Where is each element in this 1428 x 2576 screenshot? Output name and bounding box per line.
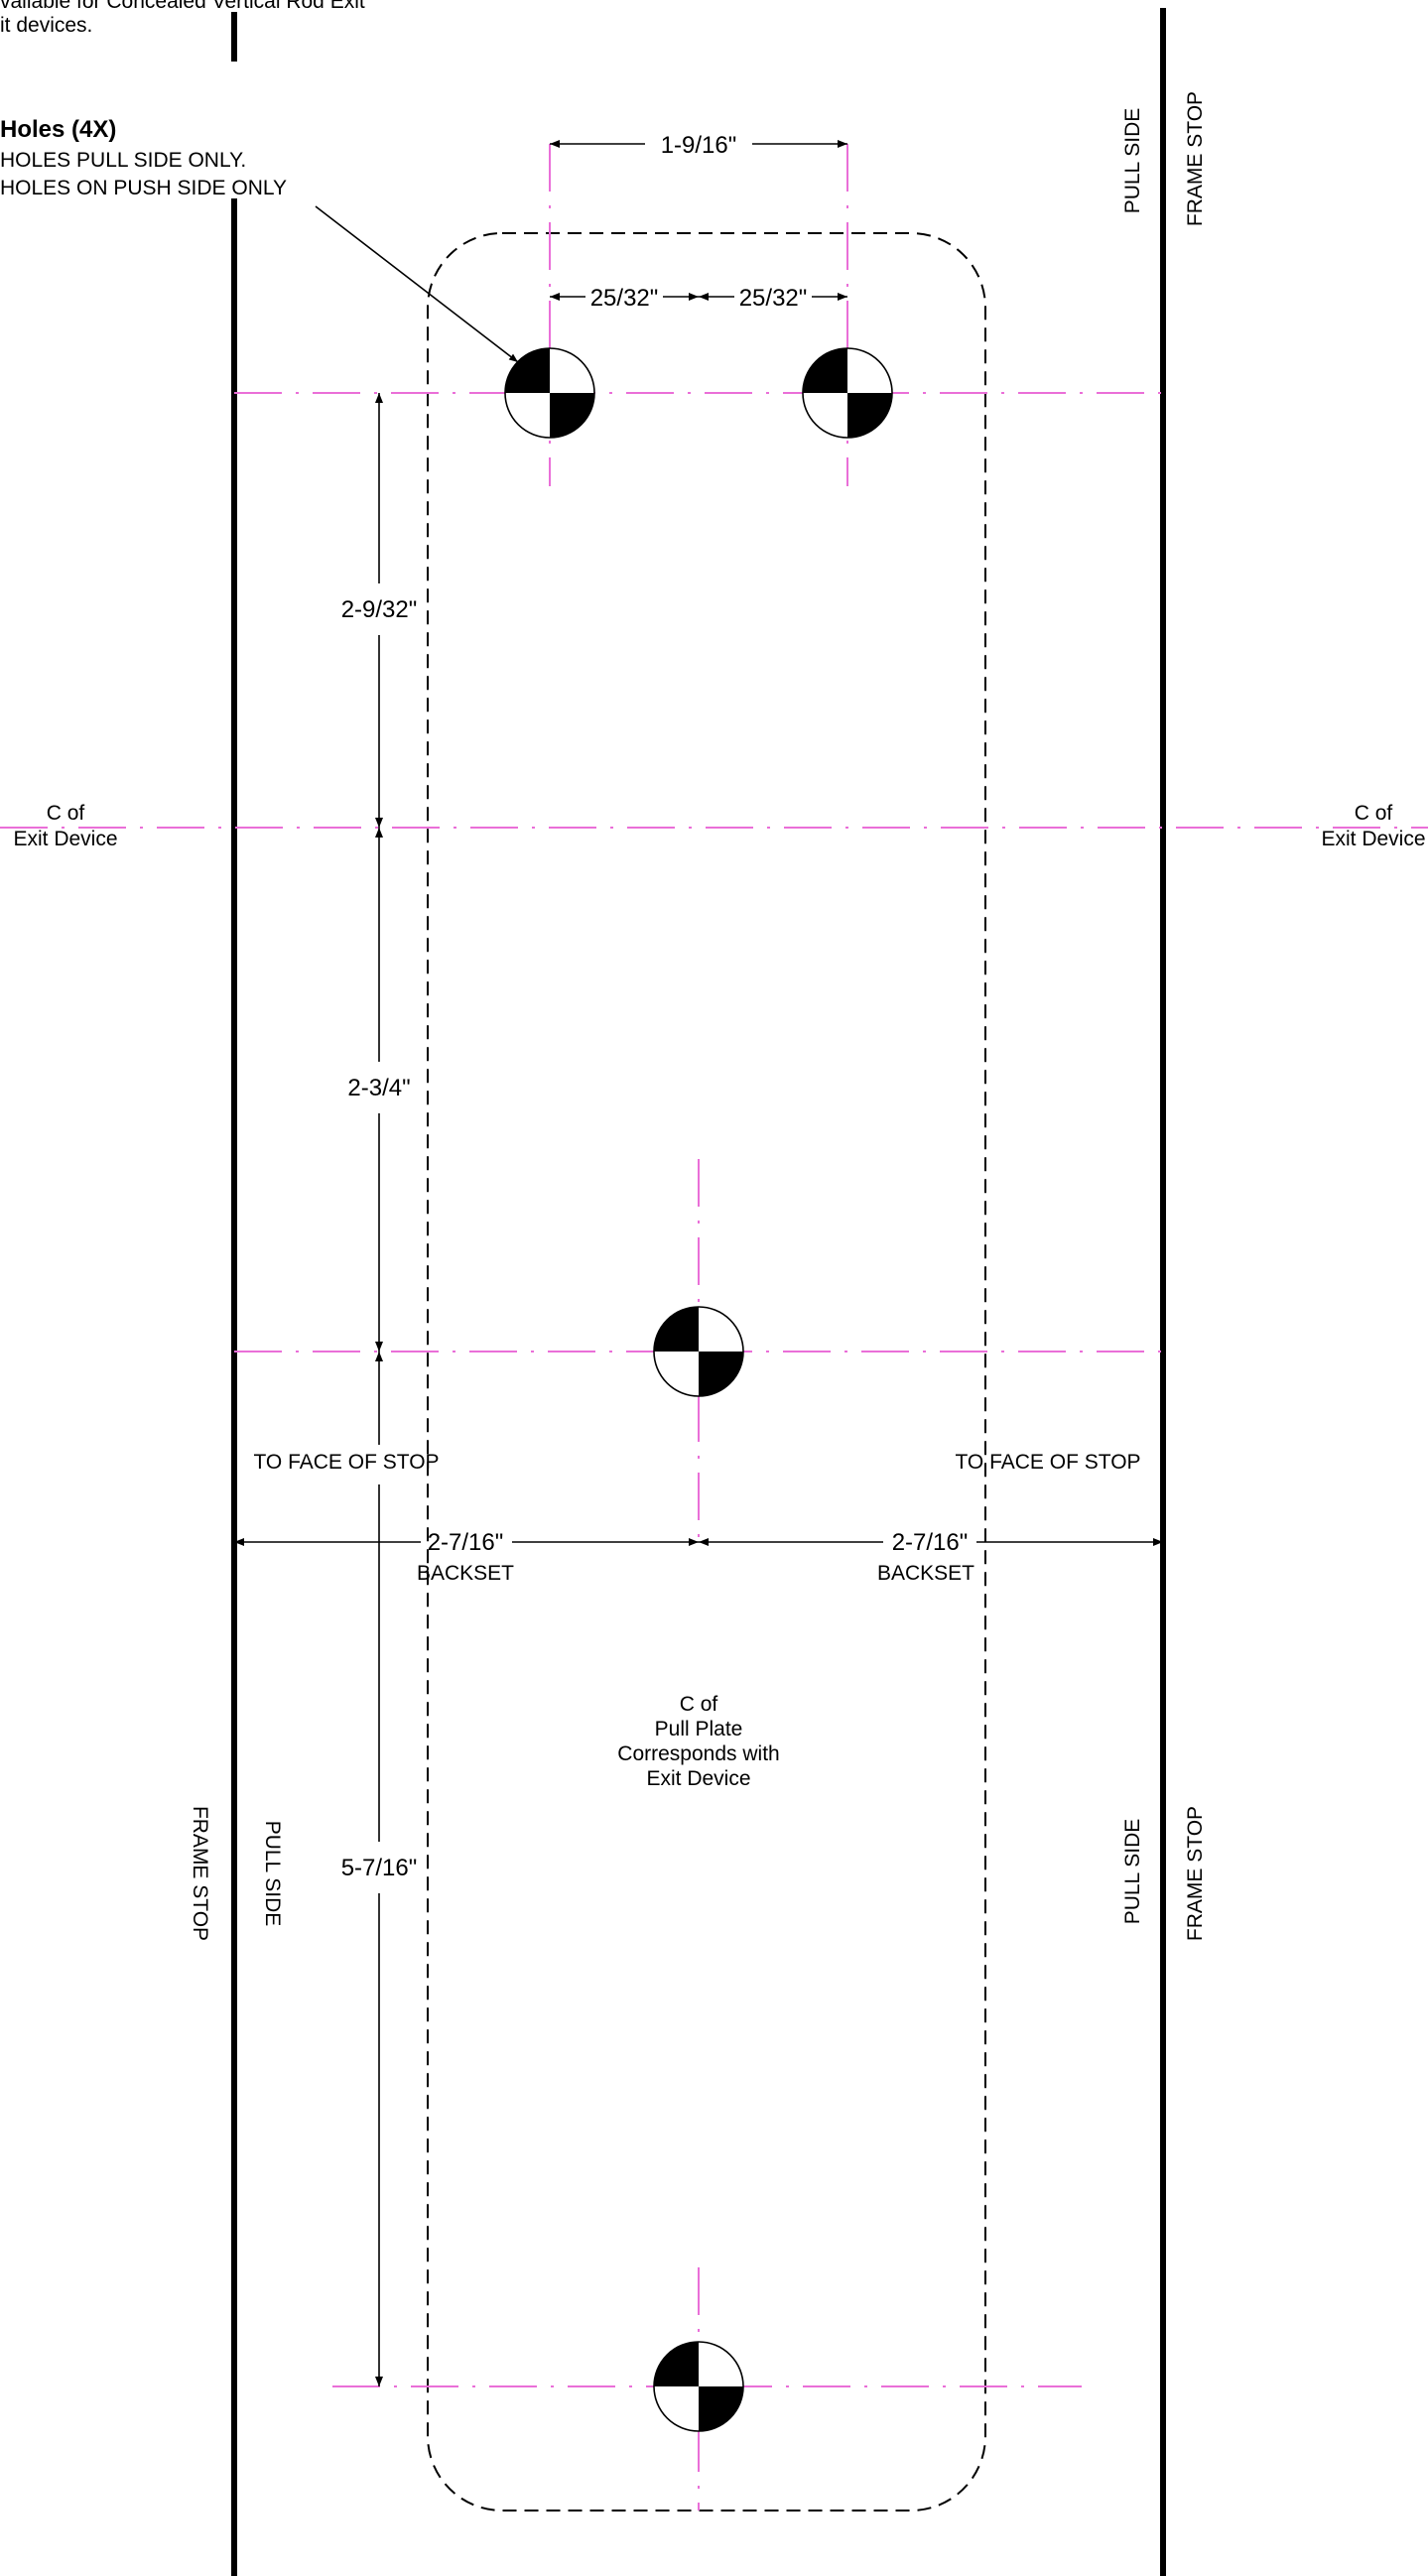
holes-title: Holes (4X): [0, 116, 116, 143]
frame-stop-right-bottom: FRAME STOP: [1184, 1806, 1207, 1941]
cl-exit-device-left-line1: C of: [47, 802, 85, 825]
holes-note-line1: HOLES PULL SIDE ONLY.: [0, 149, 246, 172]
frame-stop-left-bottom: FRAME STOP: [189, 1806, 211, 1941]
pull-plate-outline: [427, 232, 986, 2512]
dim-hole-spacing: 1-9/16": [661, 132, 737, 159]
pull-plate-note: C of Pull Plate Corresponds with Exit De…: [617, 1693, 779, 1790]
hole-top-left: [504, 347, 595, 439]
pull-side-right-top: PULL SIDE: [1121, 108, 1144, 214]
frame-stop-right-top: FRAME STOP: [1184, 91, 1207, 226]
dim-middle-vertical: 2-3/4": [347, 1075, 410, 1101]
backset-label-left: BACKSET: [417, 1562, 514, 1585]
note-top-line2: it devices.: [0, 14, 92, 37]
dim-backset-right: 2-7/16": [892, 1529, 969, 1556]
hole-bottom: [653, 2341, 744, 2432]
note-top-line1: vailable for Concealed Vertical Rod Exit: [0, 0, 365, 13]
pull-side-right-bottom: PULL SIDE: [1121, 1819, 1144, 1925]
cl-exit-device-right-line1: C of: [1355, 802, 1393, 825]
dim-half-left: 25/32": [590, 285, 659, 312]
backset-label-right: BACKSET: [877, 1562, 974, 1585]
pull-side-left-bottom: PULL SIDE: [261, 1821, 284, 1927]
dim-backset-left: 2-7/16": [428, 1529, 504, 1556]
dim-lower-vertical: 5-7/16": [341, 1855, 418, 1881]
cl-exit-device-right: C of Exit Device: [1321, 802, 1425, 850]
cl-exit-device-left-line2: Exit Device: [13, 828, 117, 850]
dim-upper-vertical: 2-9/32": [341, 596, 418, 623]
cl-exit-device-left: C of Exit Device: [13, 802, 117, 850]
hole-middle: [653, 1306, 744, 1397]
cl-exit-device-right-line2: Exit Device: [1321, 828, 1425, 850]
to-face-of-stop-left: TO FACE OF STOP: [253, 1451, 439, 1474]
dim-half-right: 25/32": [739, 285, 808, 312]
pull-plate-note-line2: Pull Plate: [655, 1718, 743, 1740]
hole-top-right: [802, 347, 893, 439]
holes-leader-line: [315, 205, 519, 363]
to-face-of-stop-right: TO FACE OF STOP: [955, 1451, 1140, 1474]
holes-note-line2: HOLES ON PUSH SIDE ONLY: [0, 177, 287, 199]
pull-plate-note-line1: C of: [680, 1693, 718, 1716]
pull-plate-note-line3: Corresponds with: [617, 1742, 779, 1765]
pull-plate-note-line4: Exit Device: [646, 1767, 750, 1790]
